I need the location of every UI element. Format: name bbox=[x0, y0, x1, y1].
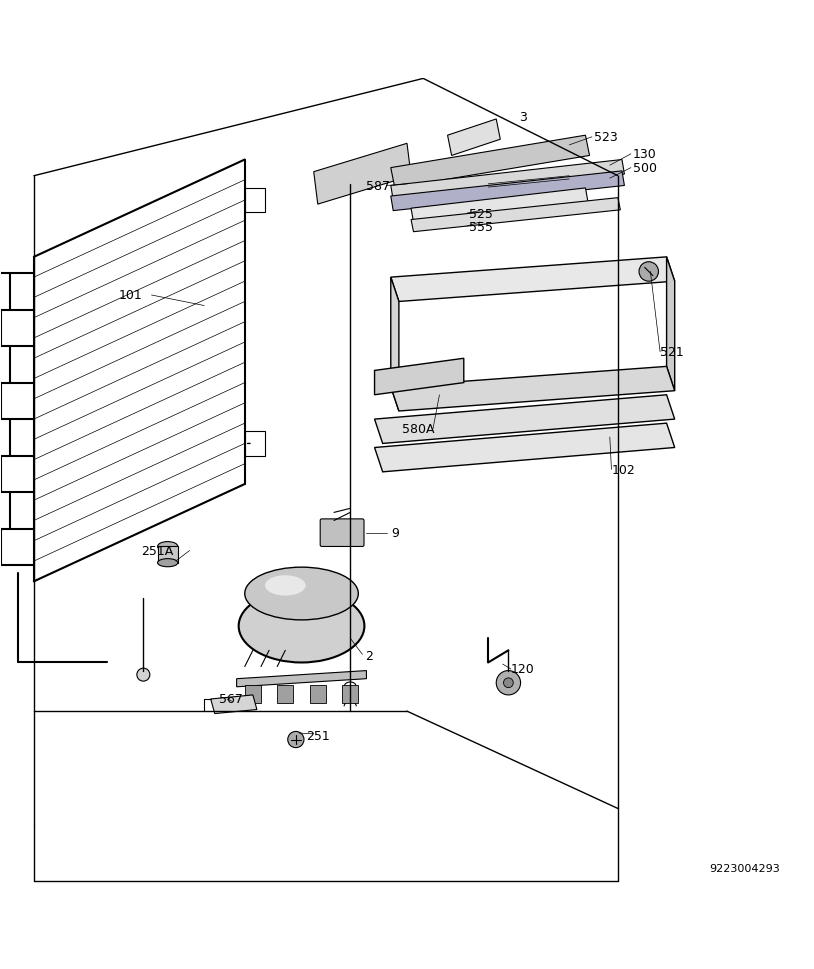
Circle shape bbox=[504, 678, 514, 688]
Text: 102: 102 bbox=[611, 463, 635, 477]
Circle shape bbox=[137, 669, 150, 681]
Bar bbox=[309, 685, 326, 703]
Text: 101: 101 bbox=[119, 289, 142, 302]
Ellipse shape bbox=[265, 576, 305, 596]
Polygon shape bbox=[391, 367, 675, 412]
Polygon shape bbox=[391, 172, 624, 211]
Text: 525: 525 bbox=[469, 207, 492, 220]
Bar bbox=[245, 432, 265, 456]
Polygon shape bbox=[237, 671, 366, 687]
Ellipse shape bbox=[245, 568, 358, 620]
Polygon shape bbox=[313, 144, 411, 204]
Polygon shape bbox=[391, 278, 399, 412]
Polygon shape bbox=[667, 258, 675, 391]
Bar bbox=[158, 547, 177, 563]
Text: 523: 523 bbox=[593, 131, 617, 144]
Polygon shape bbox=[411, 199, 620, 233]
Bar bbox=[245, 189, 265, 213]
Circle shape bbox=[497, 671, 521, 695]
Text: 120: 120 bbox=[511, 663, 535, 675]
Text: 521: 521 bbox=[660, 346, 684, 359]
Polygon shape bbox=[411, 189, 588, 223]
Text: 567: 567 bbox=[219, 693, 243, 705]
Polygon shape bbox=[391, 160, 624, 201]
Bar bbox=[278, 685, 293, 703]
Text: 580A: 580A bbox=[402, 422, 435, 436]
Circle shape bbox=[288, 732, 304, 748]
Bar bbox=[245, 685, 261, 703]
Text: 2: 2 bbox=[365, 650, 373, 663]
Text: 3: 3 bbox=[519, 110, 527, 124]
Polygon shape bbox=[374, 423, 675, 472]
Polygon shape bbox=[211, 695, 257, 714]
Text: 587: 587 bbox=[366, 180, 391, 193]
Text: 251A: 251A bbox=[141, 545, 173, 557]
Text: 500: 500 bbox=[632, 162, 657, 175]
Bar bbox=[342, 685, 358, 703]
Polygon shape bbox=[391, 136, 589, 189]
Ellipse shape bbox=[158, 559, 177, 567]
Text: 555: 555 bbox=[469, 220, 492, 234]
Circle shape bbox=[639, 263, 659, 282]
Text: 9: 9 bbox=[391, 526, 399, 540]
Ellipse shape bbox=[158, 542, 177, 551]
Polygon shape bbox=[374, 359, 464, 395]
Polygon shape bbox=[448, 120, 501, 156]
Polygon shape bbox=[374, 395, 675, 444]
Text: 9223004293: 9223004293 bbox=[710, 863, 780, 873]
Ellipse shape bbox=[239, 590, 365, 663]
Text: 251: 251 bbox=[306, 730, 330, 742]
Polygon shape bbox=[391, 258, 675, 302]
FancyBboxPatch shape bbox=[320, 519, 364, 547]
Text: 130: 130 bbox=[632, 148, 656, 161]
